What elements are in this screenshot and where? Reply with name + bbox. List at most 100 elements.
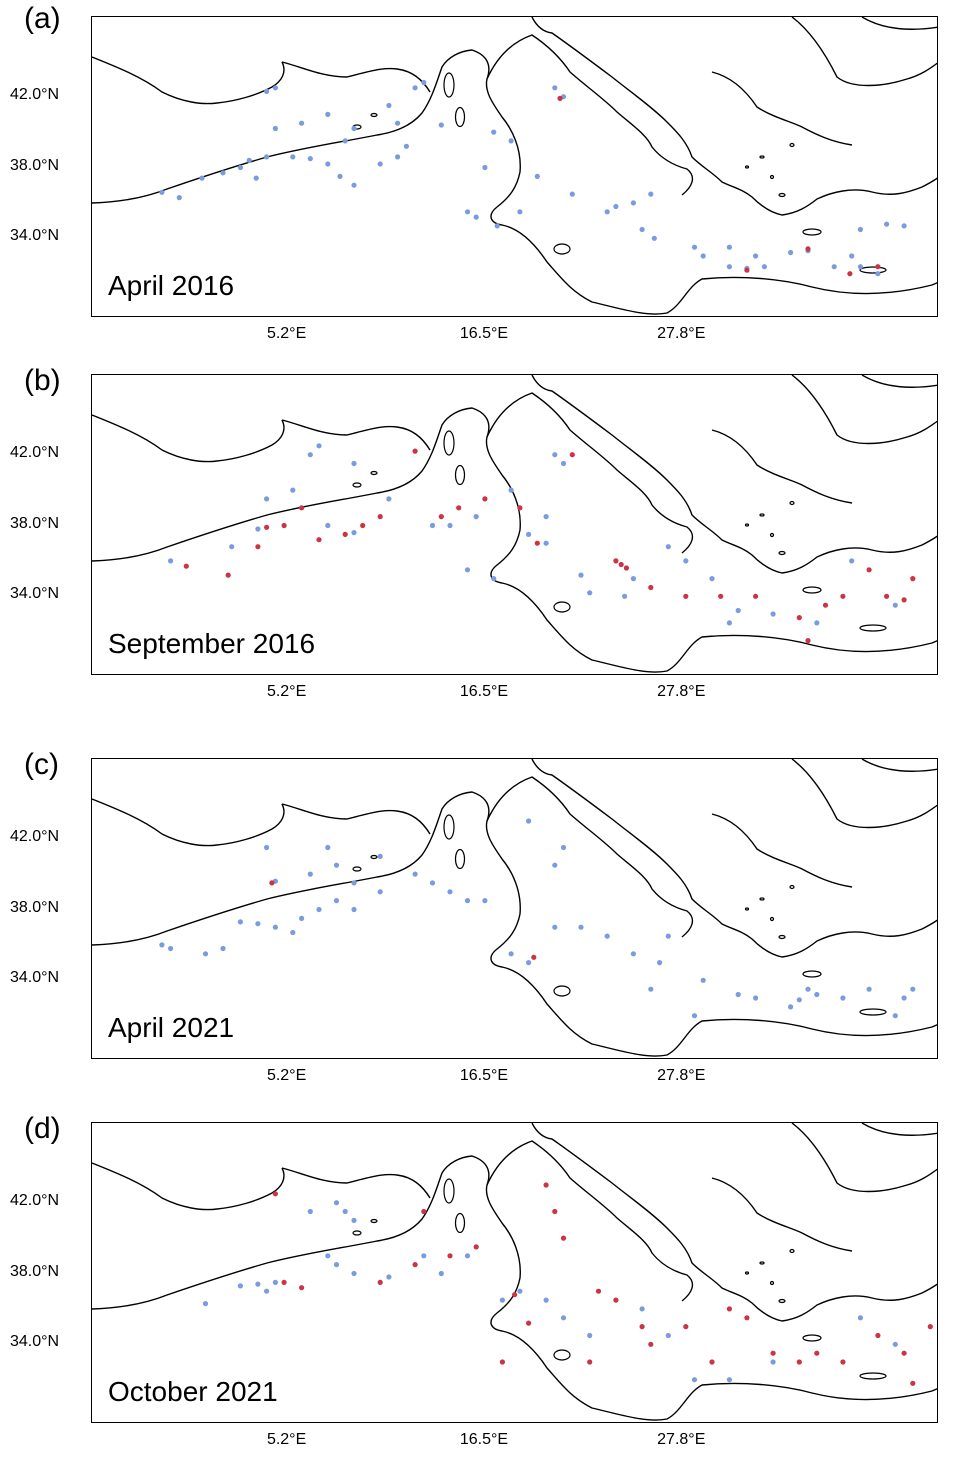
data-point-blue [307,1208,313,1215]
data-point-red [342,531,348,537]
data-point-blue [691,1377,698,1383]
longitude-tick-label: 5.2°E [266,1431,307,1448]
island-outline [778,1298,786,1304]
data-point-blue [753,995,759,1001]
latitude-tick-label: 42.0°N [10,1191,60,1209]
data-point-blue [464,1253,471,1259]
data-point-blue [438,1270,444,1277]
island-outline [859,624,887,632]
island-outline [769,174,775,180]
latitude-tick-label: 34.0°N [10,1333,60,1351]
coastline [92,1162,285,1211]
map-frame: October 2021 [91,1122,938,1423]
data-point-red [683,1324,689,1330]
data-point-blue [857,1315,864,1321]
data-point-blue [892,602,898,608]
data-point-blue [534,173,540,179]
data-point-red [613,1297,619,1303]
longitude-tick-label: 5.2°E [266,325,307,342]
data-point-blue [726,264,733,270]
data-point-red [412,1262,418,1268]
data-point-blue [264,88,270,94]
data-point-red [840,593,846,599]
data-point-blue [377,889,383,895]
data-point-blue [246,157,252,163]
data-point-blue [351,880,357,886]
map-frame: April 2016 [91,16,938,317]
data-point-blue [464,209,471,215]
coastline [531,759,937,958]
latitude-tick-label: 38.0°N [10,514,60,532]
coastline [861,759,937,772]
data-point-blue [761,264,768,270]
data-point-blue [613,203,619,210]
data-point-blue [657,960,663,966]
data-point-blue [892,1341,898,1347]
data-point-red [421,1208,427,1215]
coastline [711,813,853,888]
island-outline [370,470,378,476]
latitude-tick-label: 38.0°N [10,156,60,174]
data-point-red [623,565,630,571]
map-canvas [92,759,937,1057]
data-point-blue [770,611,776,617]
data-point-blue [272,85,278,91]
data-point-blue [552,85,558,91]
island-outline [802,1334,822,1342]
island-outline [553,601,571,613]
data-point-red [299,505,305,511]
island-outline [778,192,786,198]
data-point-blue [526,960,532,966]
island-outline [759,1261,765,1265]
data-point-blue [648,191,654,197]
data-point-blue [770,1359,776,1365]
data-point-blue [726,1377,733,1383]
island-outline [370,854,378,860]
data-point-red [412,448,418,454]
data-point-blue [578,572,584,578]
coastline [92,407,937,673]
data-point-red [648,584,654,591]
data-point-red [272,1191,278,1197]
data-point-red [531,954,537,960]
data-point-blue [237,919,243,925]
data-point-blue [264,844,270,851]
data-point-blue [325,161,331,167]
latitude-tick-label: 42.0°N [10,85,60,103]
data-point-blue [438,122,444,128]
data-point-blue [849,253,855,259]
longitude-tick-label: 5.2°E [266,1067,307,1084]
data-point-blue [857,264,864,270]
map-panel-b: (b) September 2016 42.0°N 38.0°N 34.0°N 5.2°E… [0,356,954,720]
data-point-blue [639,1306,645,1312]
data-point-red [709,1359,715,1365]
data-point-blue [264,1288,270,1294]
data-point-red [595,1288,602,1294]
data-point-blue [665,933,671,939]
data-point-red [901,1350,907,1356]
data-point-blue [683,558,689,564]
data-point-blue [395,120,401,126]
data-point-blue [901,223,907,229]
data-point-blue [464,898,471,904]
data-point-blue [237,1283,243,1289]
data-point-blue [264,496,270,502]
data-point-blue [753,253,759,259]
data-point-blue [901,995,907,1001]
data-point-red [901,597,907,603]
data-point-blue [337,173,343,179]
island-outline [744,907,750,911]
data-point-blue [351,1270,357,1277]
data-point-blue [892,1013,898,1019]
data-point-blue [665,544,671,550]
coastline [791,759,937,829]
data-point-red [744,267,750,273]
data-point-blue [508,487,514,493]
data-point-blue [814,991,820,998]
data-point-blue [526,531,532,537]
data-point-red [927,1324,933,1330]
coastline [92,49,937,315]
data-point-red [225,572,231,578]
data-point-blue [560,460,567,467]
map-canvas [92,1123,937,1421]
